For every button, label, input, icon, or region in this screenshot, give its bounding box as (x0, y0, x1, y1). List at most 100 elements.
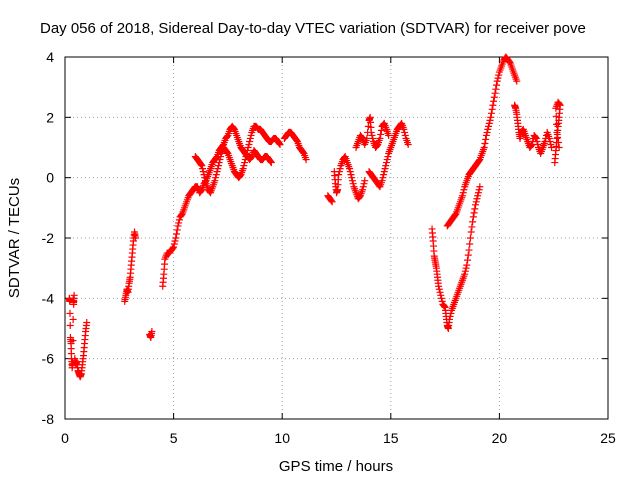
data-point (346, 168, 354, 176)
series-seg-0.5h (71, 318, 91, 381)
data-point (241, 159, 249, 167)
data-point (384, 153, 392, 161)
data-point (483, 128, 491, 136)
data-point (200, 171, 208, 179)
data-point (545, 134, 553, 142)
data-point (293, 136, 301, 144)
data-point (240, 162, 248, 170)
x-tick-label: 0 (61, 430, 69, 446)
x-tick-label: 15 (383, 430, 399, 446)
x-tick-labels: 0 5 10 15 20 25 (61, 430, 616, 446)
data-point (148, 328, 156, 336)
series-seg-22.6h (551, 98, 564, 167)
data-point (485, 119, 493, 127)
data-point (466, 234, 474, 242)
data-point (201, 174, 209, 182)
x-tick-label: 10 (274, 430, 290, 446)
data-point (247, 154, 255, 162)
data-point (474, 192, 482, 200)
data-point (534, 140, 542, 148)
data-point (471, 205, 479, 213)
data-point (533, 137, 541, 145)
data-point (243, 150, 251, 158)
data-point (460, 186, 468, 194)
data-point (245, 140, 253, 148)
data-point (246, 134, 254, 142)
data-point (172, 230, 180, 238)
data-point (475, 157, 483, 165)
data-point (436, 288, 444, 296)
data-point (198, 162, 206, 170)
data-point (547, 140, 555, 148)
data-point (474, 189, 482, 197)
data-point (223, 132, 231, 140)
data-point (174, 222, 182, 230)
data-point (247, 131, 255, 139)
data-point (490, 93, 498, 101)
data-point (464, 256, 472, 264)
data-point (348, 174, 356, 182)
data-point (495, 71, 503, 79)
data-point (468, 223, 476, 231)
data-point (369, 134, 377, 142)
series-seg-14.0h-low (365, 119, 412, 191)
series-seg-16.9h (428, 183, 484, 332)
data-point (435, 282, 443, 290)
data-point (368, 131, 376, 139)
y-tick-label: -2 (42, 230, 55, 246)
data-point (223, 149, 231, 157)
data-point (548, 144, 556, 151)
data-point (553, 128, 561, 136)
series-seg-13.4h-high (352, 113, 393, 151)
data-point (70, 291, 78, 299)
data-point (461, 267, 469, 275)
data-point (376, 134, 384, 142)
data-point (214, 162, 222, 170)
data-point (489, 101, 497, 109)
data-point (447, 309, 455, 317)
data-point (554, 133, 562, 141)
data-point (476, 183, 484, 191)
series-seg-4.5h (159, 122, 275, 290)
data-point (327, 197, 335, 205)
data-point (469, 213, 477, 221)
data-point (216, 156, 224, 164)
data-point (493, 77, 501, 85)
data-point (487, 113, 495, 121)
data-point (175, 219, 183, 227)
data-point (469, 218, 477, 226)
data-point (173, 226, 181, 234)
data-point (385, 131, 393, 139)
data-point (242, 153, 250, 161)
data-point (451, 211, 459, 219)
data-point (377, 130, 385, 138)
data-point (275, 139, 283, 147)
x-tick-label: 25 (600, 430, 616, 446)
data-point (459, 189, 467, 197)
data-point (532, 134, 540, 142)
data-point (400, 125, 408, 133)
data-point (490, 97, 498, 105)
data-point (532, 133, 540, 141)
data-point (404, 140, 412, 148)
series-seg-6.0h-branch (191, 122, 284, 197)
data-point (336, 165, 344, 173)
data-point (383, 156, 391, 164)
data-point (461, 270, 469, 278)
data-point (199, 165, 207, 173)
data-point (358, 133, 366, 141)
data-point (360, 180, 368, 188)
data-point (380, 171, 388, 179)
data-point (435, 285, 443, 293)
y-tick-label: -4 (42, 290, 55, 306)
data-point (555, 144, 563, 151)
data-point (69, 337, 77, 345)
data-point (299, 149, 307, 157)
data-point (488, 105, 496, 113)
data-point (475, 186, 483, 194)
data-point (347, 171, 355, 179)
data-point (236, 172, 244, 180)
data-point (484, 125, 492, 133)
data-point (554, 138, 562, 146)
data-point (486, 116, 494, 124)
